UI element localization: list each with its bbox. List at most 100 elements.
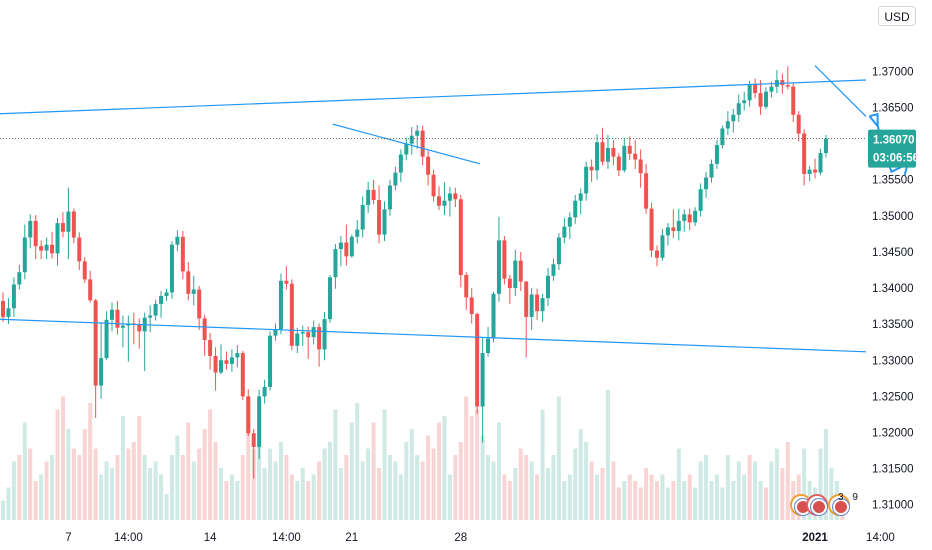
us-flag-icon[interactable] — [806, 494, 828, 516]
volume-bar — [518, 448, 523, 520]
volume-bar — [137, 416, 142, 520]
candle-up — [415, 130, 420, 136]
upper-channel-line[interactable] — [0, 79, 867, 116]
candle-down — [589, 166, 594, 171]
candle-up — [578, 193, 583, 201]
economic-events[interactable]: 3 9 — [790, 492, 870, 518]
volume-bar — [306, 481, 311, 520]
candle-up — [191, 289, 196, 294]
volume-bar — [44, 461, 49, 520]
uk-flag-icon[interactable] — [828, 494, 850, 516]
candle-up — [764, 91, 768, 107]
volume-bar — [246, 396, 251, 520]
volume-bar — [447, 474, 452, 520]
volume-bar — [567, 474, 572, 520]
volume-bar — [393, 461, 398, 520]
volume-bar — [540, 409, 545, 520]
volume-bar — [300, 468, 305, 520]
projection-peak[interactable] — [869, 112, 879, 127]
volume-bar — [458, 442, 463, 520]
candle-down — [246, 396, 251, 434]
candle-down — [649, 208, 654, 251]
price-axis[interactable]: 1.370001.365001.360001.355001.350001.345… — [872, 66, 914, 511]
candle-down — [317, 327, 322, 350]
volume-bar — [818, 448, 823, 520]
recent-resistance-line[interactable] — [814, 65, 867, 117]
candle-down — [197, 289, 202, 319]
volume-bar — [159, 474, 164, 520]
candle-down — [611, 147, 616, 157]
currency-selector[interactable]: USD — [878, 6, 916, 26]
volume-bar — [366, 448, 371, 520]
volume-bar — [224, 481, 229, 520]
candle-up — [693, 210, 698, 223]
candle-up — [584, 166, 589, 194]
candle-up — [573, 200, 578, 218]
candle-down — [1, 301, 5, 317]
candle-up — [104, 319, 109, 359]
price-tick-label: 1.36500 — [872, 103, 914, 115]
candle-down — [240, 353, 245, 397]
volume-bar — [616, 487, 621, 520]
volume-bar — [714, 474, 719, 520]
volume-bar — [589, 461, 594, 520]
volume-bar — [164, 494, 169, 520]
candle-up — [714, 145, 719, 164]
volume-bar — [415, 455, 420, 520]
candle-up — [747, 84, 752, 101]
volume-bar — [611, 461, 616, 520]
volume-bar — [720, 487, 725, 520]
volume-bar — [398, 474, 403, 520]
volume-bar — [273, 461, 278, 520]
volume-bar — [268, 448, 273, 520]
volume-bar — [338, 468, 343, 520]
candle-down — [289, 283, 294, 346]
volume-bar — [333, 409, 338, 520]
price-tick-label: 1.35000 — [872, 211, 914, 223]
candle-up — [120, 325, 125, 328]
price-tick-label: 1.33000 — [872, 355, 914, 367]
candle-down — [655, 250, 659, 258]
candle-up — [676, 220, 681, 232]
candle-up — [387, 185, 392, 210]
last-price-tag-bg — [868, 129, 916, 168]
candle-up — [742, 100, 747, 104]
candle-down — [88, 279, 93, 301]
volume-bar — [546, 468, 550, 520]
volume-bar — [22, 422, 27, 520]
volume-bar — [322, 448, 327, 520]
candle-up — [295, 333, 300, 346]
drawing-tools[interactable] — [0, 65, 910, 353]
candle-down — [284, 280, 289, 284]
candle-up — [360, 205, 365, 230]
time-tick-label: 21 — [345, 532, 358, 544]
candle-up — [322, 319, 327, 350]
candle-up — [355, 229, 360, 237]
candle-up — [529, 294, 534, 317]
candle-down — [39, 246, 44, 251]
candle-up — [665, 227, 670, 236]
volume-bar — [82, 429, 87, 520]
volume-bar — [774, 448, 779, 520]
candle-up — [486, 338, 491, 354]
volume-bar — [213, 442, 218, 520]
descending-resistance-line[interactable] — [332, 123, 481, 165]
projection-up-leg[interactable] — [868, 115, 879, 127]
candle-up — [311, 327, 316, 338]
candle-up — [44, 244, 49, 251]
time-axis[interactable]: 7 14:00 14 14:00 21 28 2021 14:00 — [65, 532, 895, 544]
time-tick-label: 14 — [204, 532, 217, 544]
volume-bar — [169, 455, 174, 520]
lower-channel-line[interactable] — [0, 317, 867, 353]
candle-up — [567, 217, 572, 227]
candle-up — [219, 360, 223, 373]
volume-bar — [633, 481, 638, 520]
candle-down — [687, 214, 692, 223]
candle-up — [349, 236, 354, 257]
candle-down — [420, 130, 425, 157]
candle-down — [431, 174, 436, 197]
candle-up — [257, 396, 262, 447]
volume-bar — [93, 448, 98, 520]
candle-down — [137, 324, 142, 332]
